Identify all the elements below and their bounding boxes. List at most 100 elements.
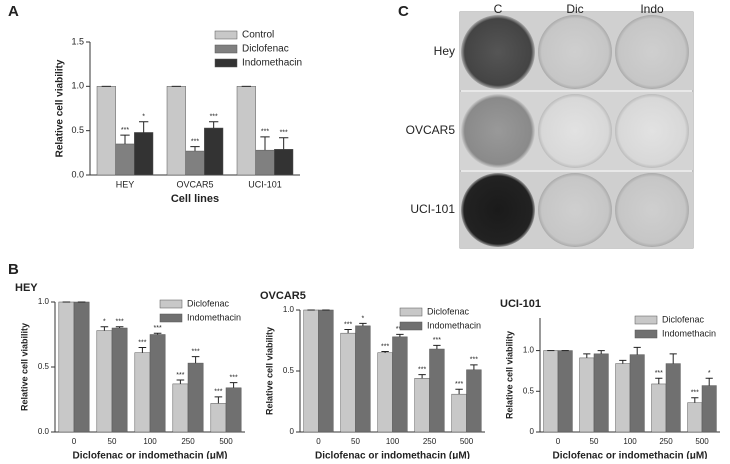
- legend-swatch: [214, 58, 238, 68]
- y-tick-label: 1.0: [523, 346, 535, 355]
- y-tick-label: 0.0: [71, 169, 84, 179]
- x-tick-label: 50: [351, 437, 360, 446]
- x-tick-label: 50: [590, 437, 599, 446]
- significance-label: ***: [433, 337, 441, 344]
- y-axis-label: Relative cell viability: [504, 331, 514, 419]
- significance-label: *: [708, 370, 711, 377]
- chart-title: HEY: [15, 282, 38, 294]
- x-tick-label: 100: [623, 437, 637, 446]
- x-axis-label: Diclofenac or indomethacin (μM): [72, 451, 227, 459]
- x-tick-label: 100: [143, 437, 157, 446]
- error-bar: [100, 326, 109, 331]
- significance-label: ***: [210, 114, 218, 121]
- legend-label: Indomethacin: [662, 328, 716, 338]
- error-bar: [190, 146, 200, 152]
- significance-label: ***: [214, 389, 222, 396]
- significance-label: ***: [192, 348, 200, 355]
- x-axis-label: Diclofenac or indomethacin (μM): [552, 451, 707, 459]
- bar: [225, 387, 242, 433]
- significance-label: ***: [191, 138, 199, 145]
- significance-label: ***: [138, 339, 146, 346]
- bar: [466, 369, 482, 433]
- bar: [166, 86, 186, 176]
- y-axis-label: Relative cell viability: [264, 327, 274, 415]
- legend-swatch: [159, 299, 183, 309]
- x-tick-label: 500: [219, 437, 233, 446]
- error-bar: [655, 377, 663, 384]
- y-tick-label: 0: [530, 427, 535, 436]
- panel-label: B: [8, 261, 19, 278]
- y-tick-label: 1.0: [283, 305, 295, 314]
- significance-label: ***: [470, 357, 478, 364]
- bar: [377, 352, 393, 433]
- x-tick-label: 500: [695, 437, 709, 446]
- bar: [236, 86, 256, 176]
- legend-swatch: [634, 315, 658, 325]
- x-tick-label: 500: [460, 437, 474, 446]
- bar: [210, 403, 227, 433]
- error-bar: [153, 332, 162, 335]
- plate-row-label: OVCAR5: [406, 123, 456, 137]
- error-bar: [669, 353, 677, 364]
- error-bar: [691, 397, 699, 403]
- chart-title: OVCAR5: [260, 290, 306, 302]
- bar: [579, 357, 595, 433]
- legend-label: Control: [242, 30, 274, 41]
- x-tick-label: 0: [72, 437, 77, 446]
- legend-label: Indomethacin: [427, 320, 481, 330]
- significance-label: ***: [116, 319, 124, 326]
- bar: [340, 332, 356, 433]
- y-tick-label: 0.5: [71, 125, 84, 135]
- error-bar: [139, 121, 149, 133]
- bar: [392, 336, 408, 433]
- y-axis-label: Relative cell viability: [19, 323, 29, 411]
- y-tick-label: 1.5: [71, 36, 84, 46]
- bar: [593, 353, 609, 433]
- significance-label: ***: [655, 370, 663, 377]
- error-bar: [176, 379, 185, 384]
- bar: [134, 132, 154, 176]
- plate-row-label: Hey: [434, 44, 455, 58]
- bar: [687, 402, 703, 433]
- x-tick-label: 0: [316, 437, 321, 446]
- panel-label: A: [8, 3, 19, 20]
- bar: [557, 350, 573, 433]
- significance-label: ***: [230, 374, 238, 381]
- plate-column-label: C: [494, 2, 503, 16]
- bar: [665, 363, 681, 433]
- error-bar: [597, 350, 605, 354]
- error-bar: [191, 356, 200, 364]
- error-bar: [115, 326, 124, 328]
- bar: [543, 350, 559, 433]
- legend-label: Indomethacin: [187, 312, 241, 322]
- chart-title: UCI-101: [500, 298, 541, 310]
- bar: [96, 86, 116, 176]
- error-bar: [633, 346, 641, 355]
- y-tick-label: 1.0: [38, 297, 50, 306]
- bar: [73, 301, 90, 433]
- bar: [629, 354, 645, 433]
- legend-swatch: [159, 313, 183, 323]
- bar: [451, 393, 467, 433]
- significance-label: ***: [418, 367, 426, 374]
- bar: [303, 309, 319, 433]
- significance-label: *: [362, 315, 365, 322]
- error-bar: [705, 377, 713, 386]
- bar: [355, 325, 371, 433]
- significance-label: *: [142, 114, 145, 121]
- bar: [651, 383, 667, 433]
- error-bar: [418, 374, 426, 379]
- legend-label: Diclofenac: [187, 298, 230, 308]
- legend-swatch: [214, 44, 238, 54]
- error-bar: [344, 329, 352, 334]
- plate-row-label: UCI-101: [410, 202, 455, 216]
- error-bar: [120, 134, 130, 144]
- legend-swatch: [634, 329, 658, 339]
- legend-label: Diclofenac: [662, 314, 705, 324]
- error-bar: [209, 121, 219, 129]
- plate-column-label: Indo: [640, 2, 664, 16]
- plate-column-label: Dic: [566, 2, 583, 16]
- bar: [185, 150, 205, 176]
- y-tick-label: 0.5: [523, 386, 535, 395]
